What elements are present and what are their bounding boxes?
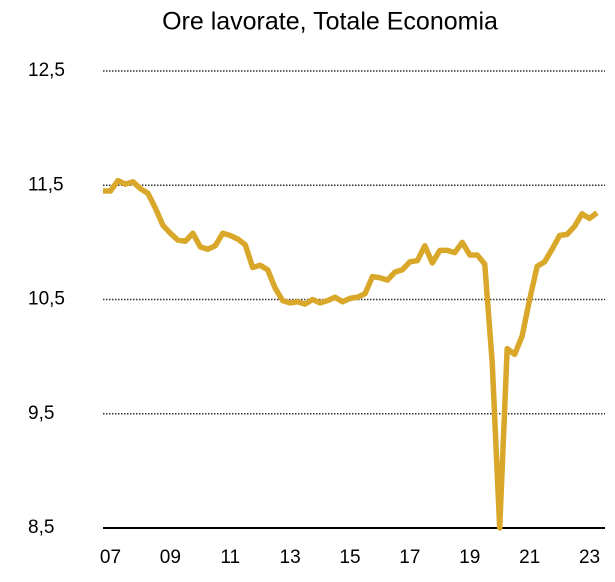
chart-title: Ore lavorate, Totale Economia (162, 8, 498, 36)
x-tick-label: 11 (220, 547, 240, 568)
y-tick-label: 10,5 (28, 289, 65, 310)
x-tick-label: 09 (160, 547, 181, 568)
x-tick-label: 17 (399, 547, 420, 568)
y-tick-label: 9,5 (28, 403, 54, 424)
y-tick-label: 11,5 (28, 174, 64, 195)
y-tick-label: 8,5 (28, 517, 54, 538)
y-tick-label: 12,5 (28, 60, 65, 81)
x-tick-label: 23 (579, 547, 600, 568)
x-tick-label: 21 (519, 547, 540, 568)
line (103, 177, 599, 531)
x-tick-label: 13 (280, 547, 301, 568)
x-tick-label: 07 (100, 547, 121, 568)
x-tick-label: 15 (339, 547, 360, 568)
x-tick-label: 19 (459, 547, 480, 568)
